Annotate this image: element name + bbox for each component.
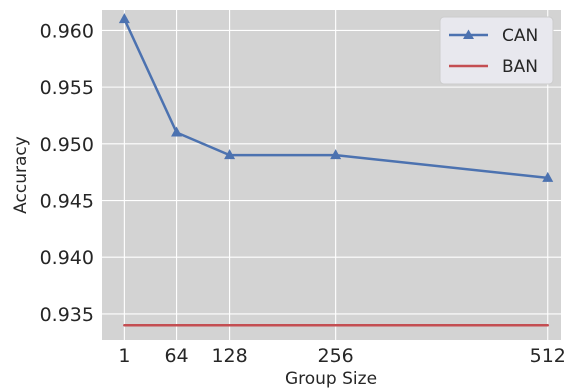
x-tick-label-4: 512 [530, 345, 564, 367]
x-tick-label-0: 1 [118, 345, 130, 367]
series-lines [118, 13, 554, 327]
y-tick-label-5: 0.960 [40, 20, 94, 42]
legend-marker-can [463, 29, 474, 39]
x-tick-labels: 1 64 128 256 512 [118, 345, 564, 367]
point-can-2 [224, 149, 236, 160]
point-can-3 [330, 149, 342, 160]
x-tick-label-2: 128 [211, 345, 247, 367]
y-tick-label-3: 0.950 [40, 134, 94, 156]
y-tick-label-0: 0.935 [40, 304, 94, 326]
x-tick-label-1: 64 [164, 345, 188, 367]
legend: CAN BAN [439, 16, 554, 85]
y-tick-labels: 0.935 0.940 0.945 0.950 0.955 0.960 [40, 20, 94, 326]
point-can-0 [118, 13, 130, 24]
point-can-1 [171, 126, 183, 137]
y-tick-label-4: 0.955 [40, 77, 94, 99]
point-can-4 [542, 171, 554, 182]
x-tick-label-3: 256 [318, 345, 354, 367]
legend-label-ban: BAN [502, 57, 538, 77]
y-tick-label-1: 0.940 [40, 247, 94, 269]
legend-label-can: CAN [502, 26, 538, 46]
x-axis-label: Group Size [285, 369, 377, 388]
y-axis-label: Accuracy [11, 136, 31, 214]
y-tick-label-2: 0.945 [40, 191, 94, 213]
